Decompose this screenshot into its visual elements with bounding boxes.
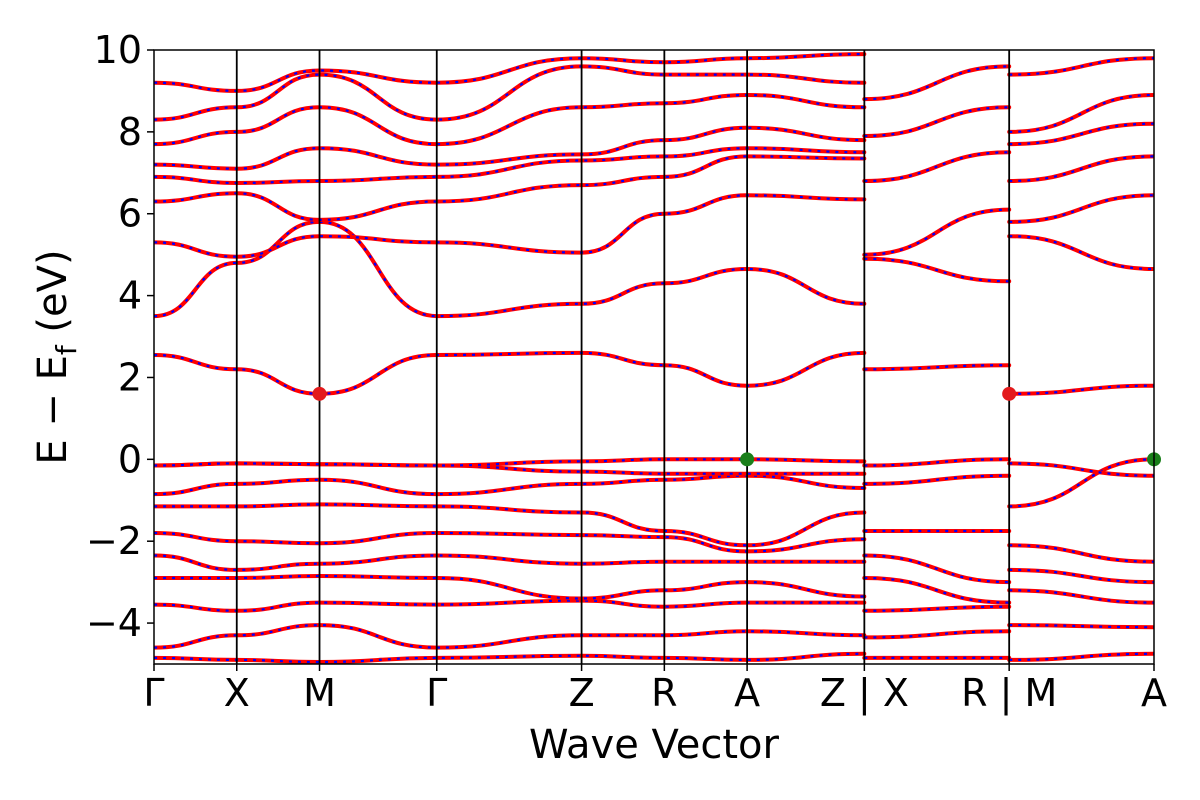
x-tick-label-9: A: [1141, 671, 1167, 715]
band-overlay-35: [1009, 589, 1154, 604]
band-line-5: [154, 530, 867, 554]
y-axis-title-main: E − E: [30, 355, 76, 465]
y-axis-title-unit: (eV): [30, 249, 76, 345]
band-line-1: [154, 623, 867, 650]
y-ticks: −4 −2 0 2 4 6 8 10: [86, 28, 154, 645]
x-tick-label-7: Z | X: [820, 671, 909, 716]
bands-layer: [154, 52, 1154, 664]
band-overlay-21: [864, 605, 1010, 612]
band-overlay-22: [864, 576, 1010, 604]
band-overlay-1: [154, 623, 865, 649]
y-tick-label-4: 4: [118, 274, 142, 318]
band-line-14: [154, 146, 867, 186]
x-tick-label-5: R: [651, 671, 677, 715]
band-overlay-44: [1009, 122, 1154, 146]
band-overlay-25: [864, 474, 1010, 485]
x-tick-label-3: Γ: [426, 671, 447, 715]
band-line-15: [154, 125, 867, 171]
y-tick-label-2: 0: [118, 437, 142, 481]
band-overlay-26: [864, 458, 1010, 467]
band-overlay-11: [154, 220, 865, 318]
band-overlay-9: [154, 458, 865, 467]
band-overlay-27: [864, 364, 1010, 371]
y-tick-label-1: −2: [86, 519, 142, 563]
band-line-7: [154, 473, 867, 497]
x-ticks: Γ X M Γ Z R A Z | X R | M A: [143, 664, 1167, 716]
band-line-0: [154, 651, 867, 664]
band-overlay-30: [864, 151, 1010, 183]
y-tick-label-3: 2: [118, 355, 142, 399]
band-overlay-17: [154, 65, 865, 121]
x-tick-label-0: Γ: [143, 671, 164, 715]
band-overlay-7: [154, 474, 865, 496]
band-overlay-43: [1009, 155, 1154, 183]
band-overlay-5: [154, 531, 865, 553]
band-overlay-23: [864, 554, 1010, 584]
band-line-11: [154, 219, 867, 319]
y-axis-title-subscript: f: [50, 344, 83, 355]
band-overlay-36: [1009, 568, 1154, 584]
band-overlay-32: [864, 65, 1010, 101]
band-overlay-20: [864, 630, 1010, 639]
vbm-marker-2: [740, 452, 755, 467]
band-line-18: [154, 52, 867, 93]
band-line-29: [862, 207, 1012, 257]
y-tick-label-5: 6: [118, 192, 142, 236]
cbm-marker-0: [312, 386, 327, 401]
y-axis-title: E − Ef (eV): [30, 249, 83, 464]
x-tick-label-8: R | M: [961, 671, 1057, 716]
band-overlay-41: [1009, 235, 1154, 271]
x-tick-label-2: M: [303, 671, 336, 715]
band-line-4: [154, 553, 867, 572]
x-tick-label-6: A: [734, 671, 760, 715]
band-overlay-31: [864, 106, 1010, 138]
extrema-markers: [312, 386, 1161, 467]
band-line-3: [154, 573, 867, 601]
band-overlay-37: [1009, 544, 1154, 563]
band-line-17: [154, 64, 867, 122]
band-overlay-28: [864, 257, 1010, 283]
band-line-13: [154, 154, 867, 222]
band-overlay-34: [1009, 624, 1154, 629]
band-overlay-2: [154, 599, 865, 612]
x-tick-label-1: X: [224, 671, 250, 715]
cbm-marker-1: [1002, 386, 1017, 401]
band-overlay-10: [154, 351, 865, 395]
band-overlay-42: [1009, 194, 1154, 223]
band-line-6: [154, 502, 867, 548]
band-overlay-39: [1009, 462, 1154, 477]
band-overlay-18: [154, 53, 865, 93]
band-overlay-40: [1009, 384, 1154, 395]
plot-frame: [153, 49, 1155, 665]
x-tick-label-4: Z: [569, 671, 595, 715]
band-overlay-12: [154, 194, 865, 258]
y-tick-label-7: 10: [94, 28, 142, 72]
band-line-38: [1007, 457, 1154, 509]
band-overlay-16: [154, 93, 865, 146]
band-overlay-4: [154, 554, 865, 572]
band-overlay-46: [1009, 57, 1154, 76]
band-overlay-33: [1009, 652, 1154, 661]
y-tick-label-6: 8: [118, 110, 142, 154]
y-tick-label-0: −4: [86, 601, 142, 645]
band-overlay-45: [1009, 93, 1154, 133]
x-axis-title: Wave Vector: [529, 722, 780, 768]
high-symmetry-lines: [235, 50, 1011, 664]
